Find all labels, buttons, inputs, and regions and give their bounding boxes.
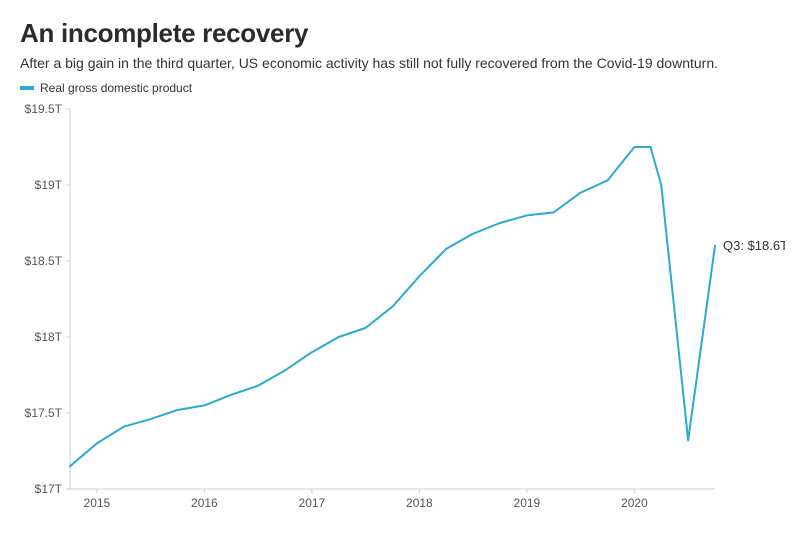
gdp-line [70, 147, 715, 466]
end-annotation: Q3: $18.6T [723, 238, 785, 253]
y-tick-label: $17.5T [25, 406, 63, 420]
y-tick-label: $18.5T [25, 254, 63, 268]
chart-title: An incomplete recovery [20, 18, 785, 49]
y-tick-label: $17T [35, 482, 63, 496]
chart-subtitle: After a big gain in the third quarter, U… [20, 55, 785, 71]
x-tick-label: 2019 [514, 496, 541, 510]
line-chart: $17T $17.5T $18T $18.5T $19T $19.5T 2015 2016 20… [20, 99, 785, 519]
legend: Real gross domestic product [20, 81, 785, 95]
x-tick-label: 2016 [191, 496, 218, 510]
x-tick-label: 2018 [406, 496, 433, 510]
x-tick-label: 2020 [621, 496, 648, 510]
x-tick-label: 2017 [299, 496, 326, 510]
x-tick-label: 2015 [84, 496, 111, 510]
legend-label: Real gross domestic product [40, 81, 192, 95]
y-tick-label: $18T [35, 330, 63, 344]
chart-svg: $17T $17.5T $18T $18.5T $19T $19.5T 2015 2016 20… [20, 99, 785, 519]
legend-swatch [20, 86, 34, 90]
y-tick-label: $19.5T [25, 102, 63, 116]
y-tick-label: $19T [35, 178, 63, 192]
